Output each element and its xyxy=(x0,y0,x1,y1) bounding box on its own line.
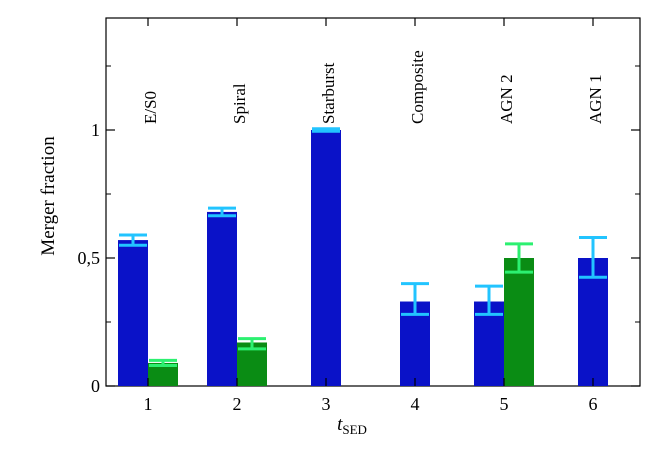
bars-layer xyxy=(118,130,608,386)
y-axis-label: Merger fraction xyxy=(38,136,59,256)
category-label-2: Spiral xyxy=(230,83,249,124)
category-label-1: E/S0 xyxy=(141,91,160,124)
error-bars-layer xyxy=(119,127,607,368)
category-label-4: Composite xyxy=(408,50,427,124)
y-tick-label-0: 0 xyxy=(91,376,100,396)
ticks-layer: 1 2 3 4 5 6 0 0,5 1 xyxy=(78,18,640,414)
x-axis-label-subscript: SED xyxy=(342,422,367,437)
x-axis-label: tSED xyxy=(337,414,367,437)
category-label-6: AGN 1 xyxy=(586,74,605,124)
x-tick-label-1: 1 xyxy=(144,394,153,414)
x-tick-label-2: 2 xyxy=(233,394,242,414)
y-tick-label-0,5: 0,5 xyxy=(78,248,101,268)
category-labels-layer: E/S0 Spiral Starburst Composite AGN 2 AGN 1 xyxy=(141,50,605,124)
category-label-3: Starburst xyxy=(319,62,338,124)
bar-series2-5 xyxy=(504,258,534,386)
bar-series2-1 xyxy=(148,362,178,386)
y-tick-label-1: 1 xyxy=(91,120,100,140)
x-tick-label-4: 4 xyxy=(411,394,420,414)
x-tick-label-3: 3 xyxy=(322,394,331,414)
x-tick-label-6: 6 xyxy=(589,394,598,414)
bar-series1-1 xyxy=(118,240,148,386)
x-tick-label-5: 5 xyxy=(500,394,509,414)
plot-frame xyxy=(105,17,641,387)
category-label-5: AGN 2 xyxy=(497,74,516,124)
bar-series1-6 xyxy=(578,258,608,386)
bar-series1-3 xyxy=(311,130,341,386)
x-axis-label-main: t xyxy=(337,414,343,435)
bar-series1-2 xyxy=(207,211,237,386)
